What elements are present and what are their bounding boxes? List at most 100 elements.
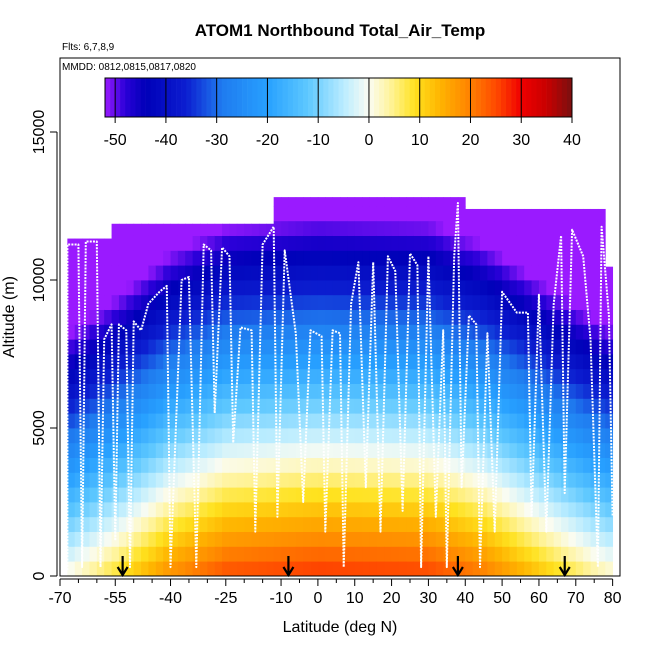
heatmap-cell (163, 428, 171, 444)
heatmap-cell (133, 531, 142, 547)
heatmap-cell (317, 502, 326, 518)
heatmap-cell (472, 516, 481, 532)
heatmap-cell (126, 324, 135, 340)
heatmap-cell (332, 197, 341, 207)
heatmap-cell (561, 531, 569, 547)
heatmap-cell (192, 265, 201, 281)
heatmap-cell (258, 383, 267, 399)
heatmap-cell (413, 235, 422, 251)
heatmap-cell (421, 324, 429, 340)
heatmap-cell (546, 502, 555, 518)
heatmap-cell (347, 197, 356, 207)
heatmap-cell (487, 265, 496, 281)
heatmap-cell (435, 561, 444, 577)
heatmap-cell (472, 428, 481, 444)
heatmap-cell (148, 502, 157, 518)
heatmap-cell (222, 442, 230, 458)
heatmap-cell (200, 472, 208, 488)
heatmap-cell (538, 220, 547, 236)
heatmap-cell (384, 516, 392, 532)
colorbar-segment (170, 78, 177, 117)
heatmap-cell (391, 472, 400, 488)
heatmap-cell (258, 250, 267, 266)
heatmap-cell (325, 309, 334, 325)
heatmap-cell (568, 265, 577, 281)
heatmap-cell (89, 238, 98, 251)
heatmap-cell (340, 206, 348, 222)
heatmap-cell (310, 561, 319, 577)
heatmap-cell (354, 324, 363, 340)
heatmap-cell (229, 354, 238, 370)
heatmap-cell (421, 309, 429, 325)
heatmap-cell (516, 442, 525, 458)
heatmap-cell (406, 324, 415, 340)
heatmap-cell (133, 368, 142, 384)
heatmap-cell (435, 354, 444, 370)
heatmap-cell (369, 457, 378, 473)
heatmap-cell (192, 280, 201, 296)
heatmap-cell (163, 413, 171, 429)
heatmap-cell (281, 546, 289, 562)
heatmap-cell (281, 472, 289, 488)
heatmap-cell (443, 368, 451, 384)
heatmap-cell (435, 487, 444, 503)
heatmap-cell (347, 546, 356, 562)
heatmap-cell (487, 339, 496, 355)
heatmap-cell (266, 413, 275, 429)
heatmap-cell (89, 354, 98, 370)
heatmap-cell (96, 294, 105, 310)
heatmap-cell (590, 516, 599, 532)
heatmap-cell (141, 235, 149, 251)
heatmap-cell (391, 457, 400, 473)
heatmap-cell (258, 428, 267, 444)
heatmap-cell (538, 294, 547, 310)
heatmap-cell (332, 516, 341, 532)
heatmap-cell (494, 531, 503, 547)
colorbar-segment (368, 78, 375, 117)
heatmap-cell (546, 235, 555, 251)
heatmap-cell (207, 235, 216, 251)
heatmap-cell (487, 208, 496, 222)
heatmap-cell (288, 413, 297, 429)
heatmap-cell (177, 442, 186, 458)
heatmap-cell (443, 339, 451, 355)
heatmap-cell (273, 339, 282, 355)
heatmap-cell (244, 368, 252, 384)
heatmap-cell (516, 531, 525, 547)
heatmap-cell (310, 383, 319, 399)
heatmap-cell (214, 546, 223, 562)
heatmap-cell (340, 324, 348, 340)
heatmap-cell (509, 487, 518, 503)
heatmap-cell (258, 546, 267, 562)
heatmap-cell (509, 250, 518, 266)
heatmap-cell (258, 561, 267, 577)
heatmap-cell (457, 250, 466, 266)
heatmap-cell (192, 250, 201, 266)
heatmap-cell (236, 561, 245, 577)
colorbar-segment (302, 78, 309, 117)
heatmap-cell (325, 516, 334, 532)
heatmap-cell (568, 428, 577, 444)
heatmap-cell (450, 206, 459, 222)
heatmap-cell (258, 294, 267, 310)
heatmap-cell (200, 309, 208, 325)
heatmap-cell (465, 250, 474, 266)
heatmap-cell (273, 265, 282, 281)
heatmap-cell (177, 487, 186, 503)
heatmap-cell (531, 354, 540, 370)
heatmap-cell (303, 265, 311, 281)
heatmap-cell (67, 368, 76, 384)
heatmap-cell (200, 561, 208, 577)
heatmap-cell (583, 250, 591, 266)
heatmap-cell (421, 235, 429, 251)
heatmap-cell (376, 472, 385, 488)
heatmap-cell (258, 309, 267, 325)
heatmap-cell (295, 487, 304, 503)
heatmap-cell (568, 442, 577, 458)
heatmap-cell (214, 223, 223, 236)
heatmap-cell (266, 546, 275, 562)
heatmap-cell (192, 339, 201, 355)
heatmap-cell (236, 516, 245, 532)
heatmap-cell (214, 294, 223, 310)
heatmap-cell (435, 502, 444, 518)
